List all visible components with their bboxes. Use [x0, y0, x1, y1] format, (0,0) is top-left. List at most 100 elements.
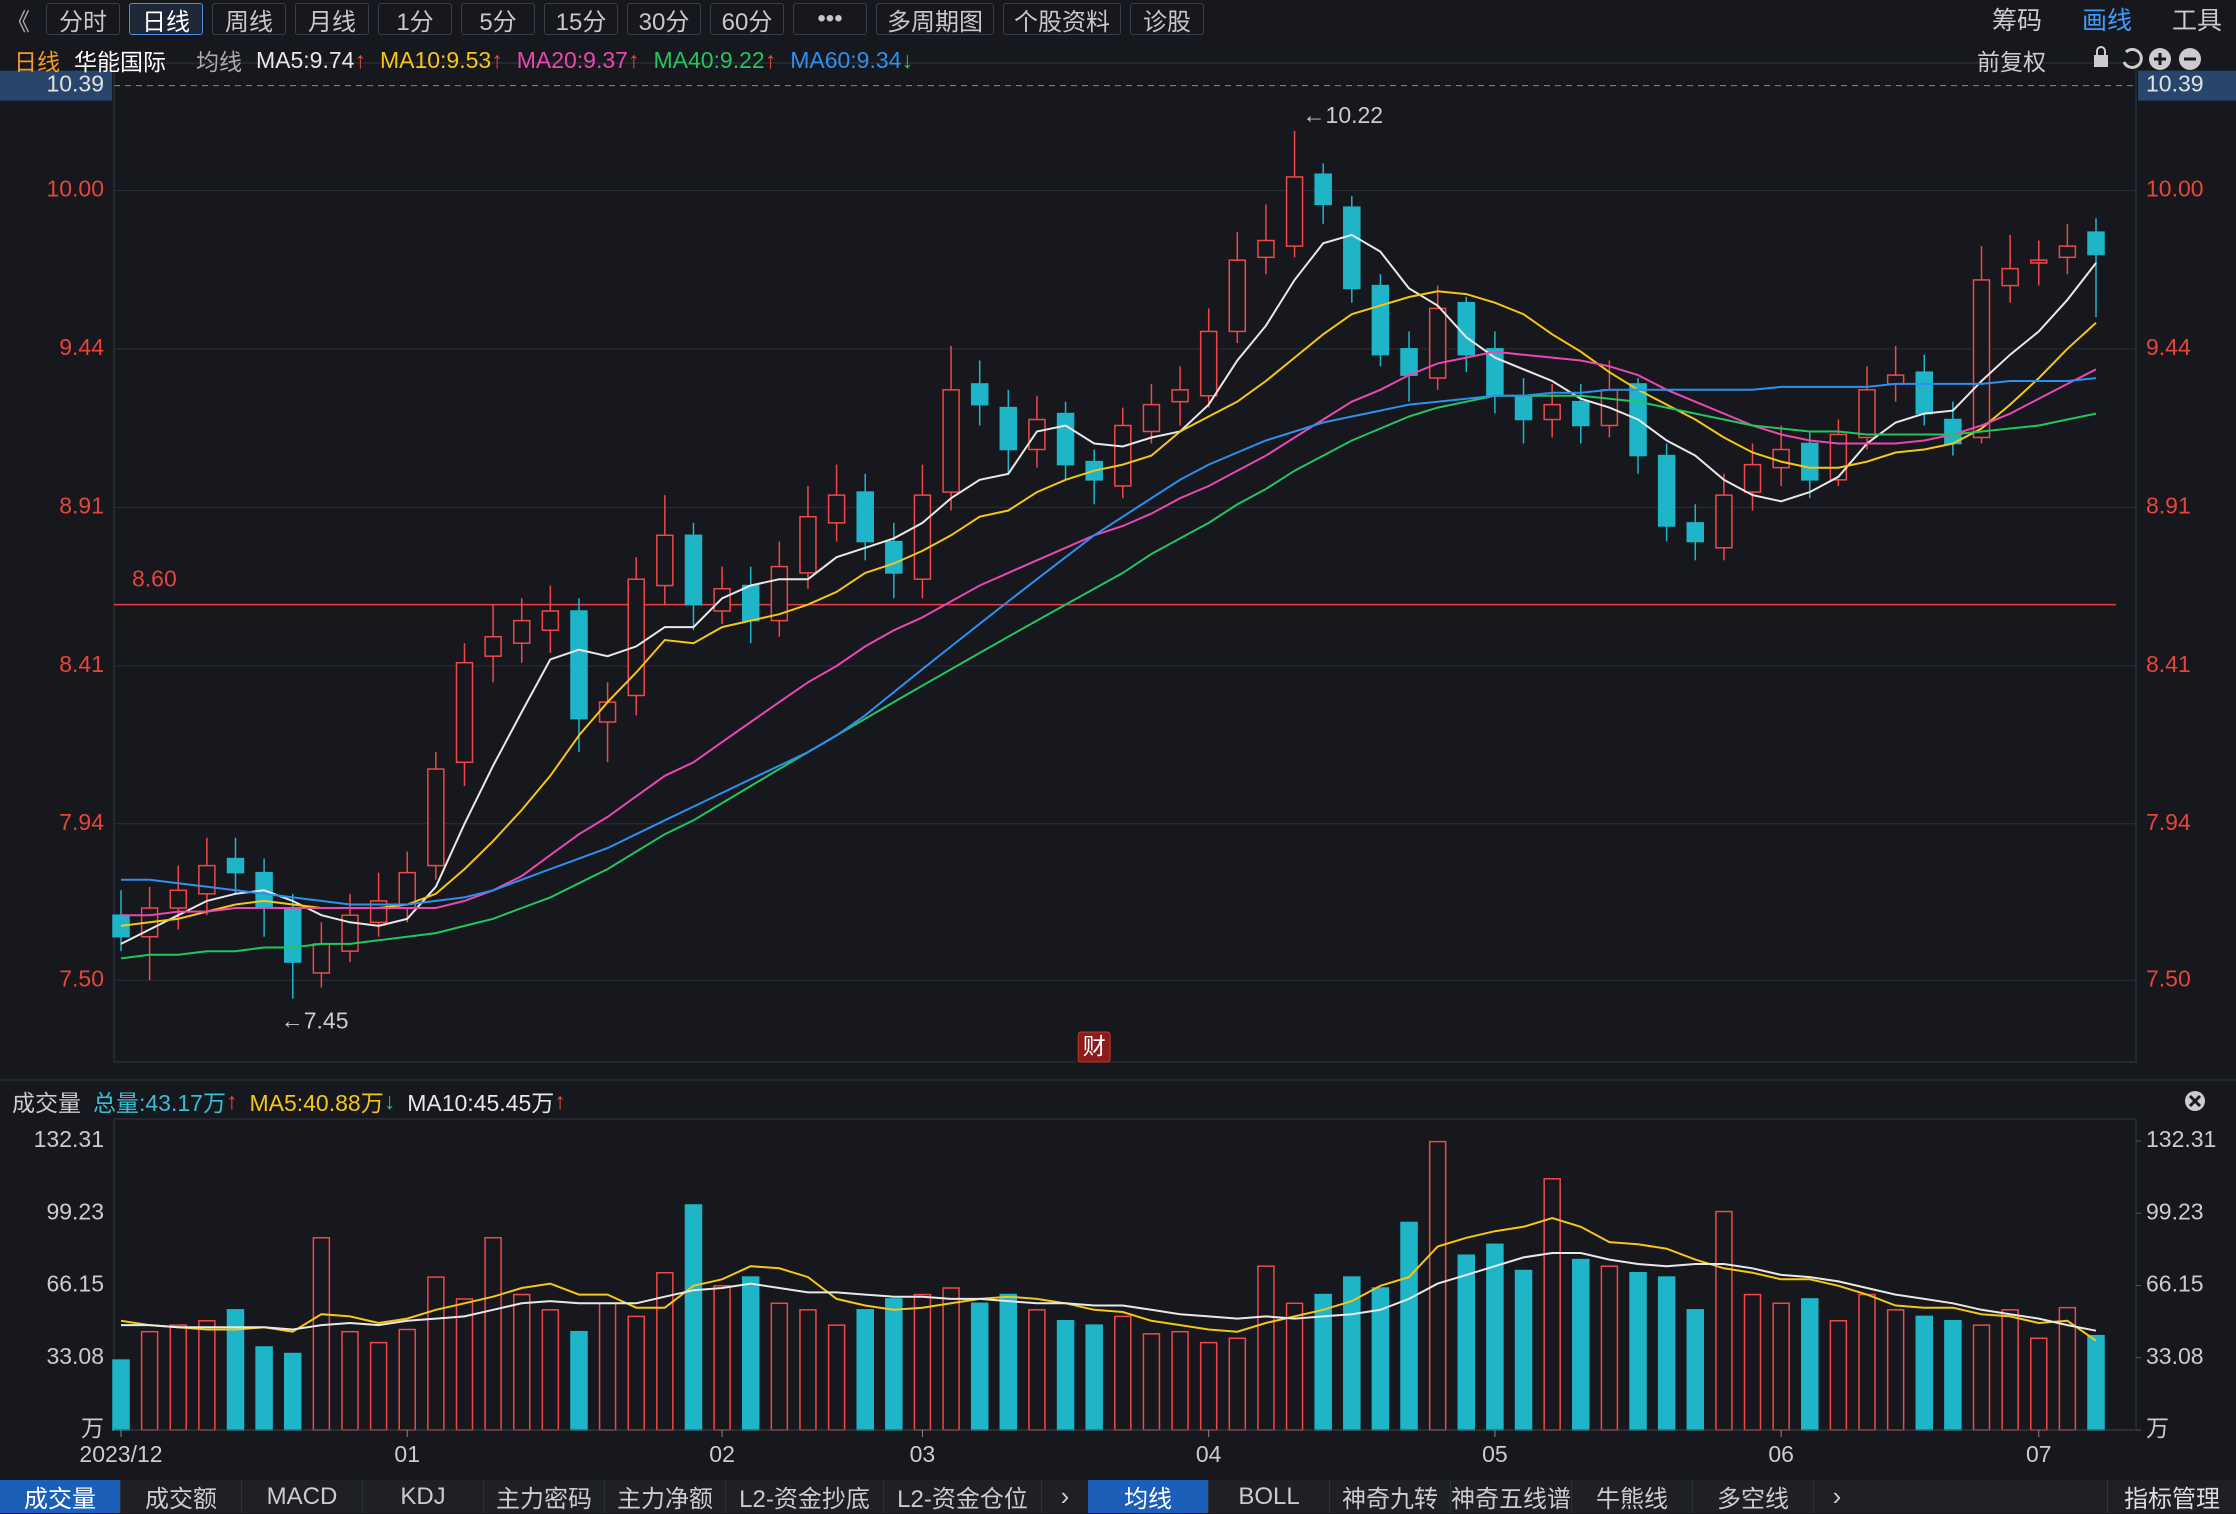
volume-bar	[1715, 1210, 1733, 1431]
toolbar: 《 分时 日线 周线 月线 1分 5分 15分 30分 60分 ••• 多周期图 个股资料 诊股	[0, 0, 2236, 38]
indicator-manage[interactable]: 指标管理	[2107, 1480, 2236, 1513]
indicator-tab[interactable]: 神奇九转	[1330, 1480, 1451, 1513]
legend-entry: MA10:45.45万	[407, 1090, 555, 1116]
ma-line	[120, 290, 2097, 927]
volume-bar	[541, 1309, 560, 1431]
indicator-tab[interactable]: L2-资金仓位	[884, 1480, 1042, 1513]
candle-body	[1801, 442, 1819, 481]
candle-body	[1199, 330, 1218, 397]
volume-bar	[1514, 1269, 1533, 1431]
period-button[interactable]: 30分	[627, 3, 701, 36]
reference-label: 8.60	[132, 566, 177, 592]
volume-bar	[1199, 1341, 1218, 1431]
period-button[interactable]: 分时	[46, 3, 120, 36]
candle-body	[1257, 239, 1275, 259]
candle-body	[942, 389, 960, 493]
ma-line	[120, 1217, 2097, 1342]
tab-scroll-arrow[interactable]: ›	[1060, 1481, 1070, 1511]
volume-bar	[1801, 1298, 1819, 1431]
volume-bar	[140, 1330, 159, 1431]
volume-bar	[856, 1309, 874, 1431]
volume-bar	[1572, 1258, 1590, 1431]
indicator-tab[interactable]: 主力密码	[484, 1480, 605, 1513]
y-tick-label: 10.39	[2146, 71, 2204, 97]
indicator-tab[interactable]: 成交额	[121, 1480, 242, 1513]
y-tick-label: 99.23	[2146, 1198, 2204, 1224]
candle-body	[827, 494, 846, 524]
period-button[interactable]: 诊股	[1130, 3, 1204, 36]
lock-icon[interactable]	[2094, 55, 2108, 67]
x-tick-label: 04	[1196, 1441, 1222, 1467]
volume-bar	[169, 1324, 187, 1431]
candle-body	[1886, 374, 1905, 385]
indicator-tab[interactable]: 多空线	[1693, 1480, 1814, 1513]
tool-button[interactable]: 筹码	[1991, 7, 2042, 35]
x-tick-label: 06	[1768, 1441, 1794, 1467]
indicator-tab[interactable]: BOLL	[1209, 1480, 1330, 1513]
period-button[interactable]: 月线	[295, 3, 369, 36]
volume-bar	[1915, 1315, 1934, 1431]
x-tick-label: 2023/12	[79, 1441, 162, 1467]
indicator-tab[interactable]: L2-资金抄底	[726, 1480, 884, 1513]
period-button[interactable]: •••	[793, 3, 867, 35]
undo-icon[interactable]	[2122, 47, 2143, 69]
zoom-in-plus	[2154, 53, 2166, 65]
candle-body	[1343, 206, 1361, 290]
indicator-tab[interactable]: 均线	[1088, 1480, 1209, 1513]
candle-body	[885, 540, 903, 574]
y-tick-label: 10.00	[46, 176, 104, 202]
indicator-tab[interactable]: 神奇五线谱	[1451, 1480, 1572, 1513]
volume-bar	[1114, 1315, 1132, 1431]
volume-bar	[1056, 1320, 1075, 1431]
candle-body	[570, 610, 588, 720]
y-tick-label: 66.15	[46, 1271, 104, 1297]
legend-entry: MA60:9.34	[790, 46, 902, 73]
legend-trend: ↑	[627, 46, 640, 73]
volume-bar	[799, 1309, 817, 1431]
volume-close[interactable]	[2180, 1086, 2220, 1116]
period-button[interactable]: 1分	[378, 3, 452, 36]
indicator-tab[interactable]: 成交量	[0, 1480, 121, 1513]
candle-body	[169, 889, 187, 909]
volume-bar	[1028, 1309, 1046, 1431]
indicator-tab[interactable]: 主力净额	[605, 1480, 726, 1513]
y-tick-label: 10.39	[46, 71, 104, 97]
candle-body	[1543, 403, 1561, 421]
volume-bar	[112, 1359, 130, 1431]
volume-total-trend: ↑	[225, 1087, 238, 1114]
volume-bar	[198, 1320, 216, 1431]
period-button[interactable]: 个股资料	[1003, 3, 1121, 36]
period-button[interactable]: 周线	[212, 3, 286, 36]
volume-bar	[570, 1330, 588, 1431]
indicator-tab[interactable]: MACD	[242, 1480, 363, 1513]
period-button[interactable]: 5分	[461, 3, 535, 36]
candle-body	[1657, 454, 1676, 527]
volume-bar	[369, 1341, 388, 1431]
adjust[interactable]: 前复权	[1977, 49, 2046, 75]
tab-scroll-arrow[interactable]: ›	[1832, 1481, 1842, 1511]
volume-bar	[1543, 1178, 1561, 1431]
volume-bar	[913, 1293, 932, 1431]
volume-bar	[312, 1237, 331, 1431]
volume-bar	[1972, 1324, 1991, 1431]
volume-bar	[1600, 1265, 1619, 1431]
legend-entry: MA20:9.37	[516, 46, 628, 73]
back-button[interactable]: 《	[6, 8, 30, 36]
candle-body	[799, 515, 817, 574]
indicator-tab[interactable]: 牛熊线	[1572, 1480, 1693, 1513]
indicator-tab[interactable]: KDJ	[363, 1480, 484, 1513]
period-button[interactable]: 15分	[544, 3, 618, 36]
tool-button[interactable]: 工具	[2171, 7, 2222, 35]
legend-trend: ↑	[491, 46, 503, 73]
candle-body	[684, 534, 703, 606]
period-button[interactable]: 60分	[710, 3, 784, 36]
tool-button[interactable]: 画线	[2081, 7, 2132, 35]
volume-bar	[2001, 1309, 2019, 1431]
volume-bar	[627, 1315, 645, 1431]
candle-body	[1572, 400, 1590, 427]
period-button[interactable]: 多周期图	[876, 3, 994, 36]
period-button[interactable]: 日线	[129, 3, 203, 36]
volume-bar	[1743, 1293, 1762, 1431]
volume-bar	[1686, 1309, 1705, 1431]
